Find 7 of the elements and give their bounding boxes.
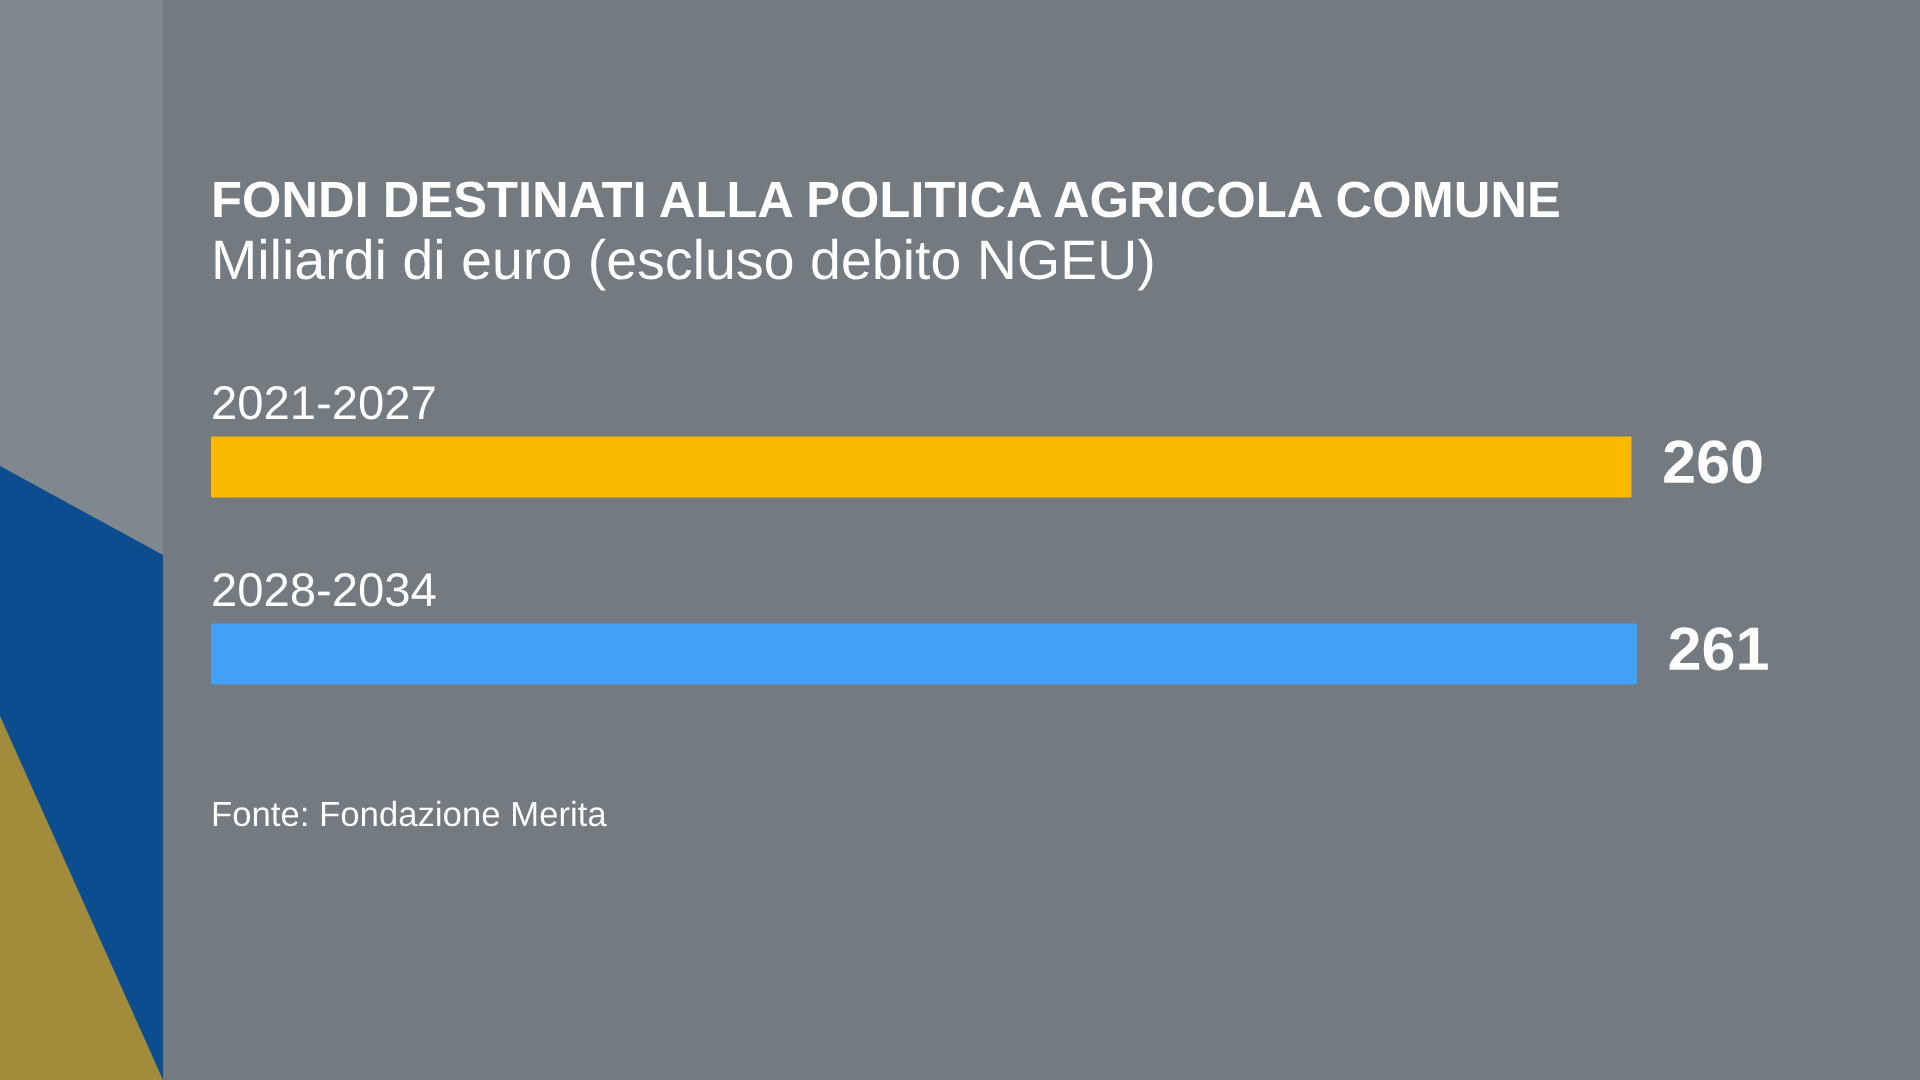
data-label: 261 bbox=[1669, 627, 1768, 671]
source-note: Fonte: Fondazione Merita bbox=[213, 800, 607, 827]
data-label: 260 bbox=[1664, 440, 1762, 484]
y-tick-label: 2021-2027 bbox=[213, 386, 435, 420]
y-tick-label: 2028-2034 bbox=[213, 573, 436, 607]
chart-title: FONDI DESTINATI ALLA POLITICA AGRICOLA COMUNE bbox=[214, 181, 1559, 218]
chart-subtitle: Miliardi di euro (escluso debito NGEU) bbox=[215, 238, 1153, 291]
